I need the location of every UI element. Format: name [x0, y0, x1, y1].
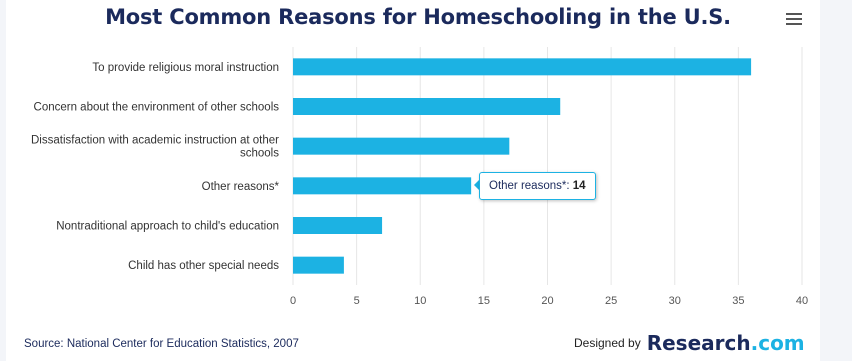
bar[interactable]: [293, 98, 561, 115]
x-tick-label: 5: [354, 295, 360, 307]
tooltip-value: 14: [572, 180, 586, 192]
menu-line: [786, 23, 802, 25]
tooltip-arrow: [474, 179, 480, 191]
category-label: Concern about the environment of other s…: [34, 102, 280, 114]
bar[interactable]: [293, 58, 752, 76]
source-note: Source: National Center for Education St…: [24, 338, 299, 350]
x-tick-label: 15: [478, 295, 490, 307]
category-label: Other reasons*: [202, 181, 280, 193]
tooltip-label: Other reasons*:: [489, 180, 573, 192]
bar[interactable]: [293, 177, 472, 195]
category-label: schools: [240, 148, 279, 160]
x-tick-label: 30: [669, 295, 681, 307]
bar[interactable]: [293, 256, 344, 274]
brand-logo[interactable]: Research: [646, 331, 751, 355]
x-tick-label: 0: [290, 295, 296, 307]
hamburger-menu-icon[interactable]: [786, 13, 802, 27]
chart-title: Most Common Reasons for Homeschooling in…: [105, 5, 731, 29]
menu-line: [786, 18, 802, 20]
bar[interactable]: [293, 137, 510, 155]
x-tick-label: 25: [605, 295, 617, 307]
menu-line: [786, 13, 802, 15]
category-label: To provide religious moral instruction: [92, 62, 279, 74]
x-tick-label: 40: [796, 295, 808, 307]
credit-prefix: Designed by: [574, 336, 641, 350]
x-tick-label: 10: [414, 295, 426, 307]
tooltip: Other reasons*: 14: [479, 172, 596, 200]
bar[interactable]: [293, 217, 383, 234]
brand-logo-suffix[interactable]: .com: [750, 331, 805, 355]
credit[interactable]: Designed by Research.com: [574, 331, 805, 355]
x-tick-label: 20: [541, 295, 553, 307]
category-label: Child has other special needs: [128, 260, 279, 272]
category-label: Nontraditional approach to child's educa…: [56, 221, 279, 233]
x-tick-label: 35: [732, 295, 744, 307]
category-label: Dissatisfaction with academic instructio…: [31, 135, 279, 147]
